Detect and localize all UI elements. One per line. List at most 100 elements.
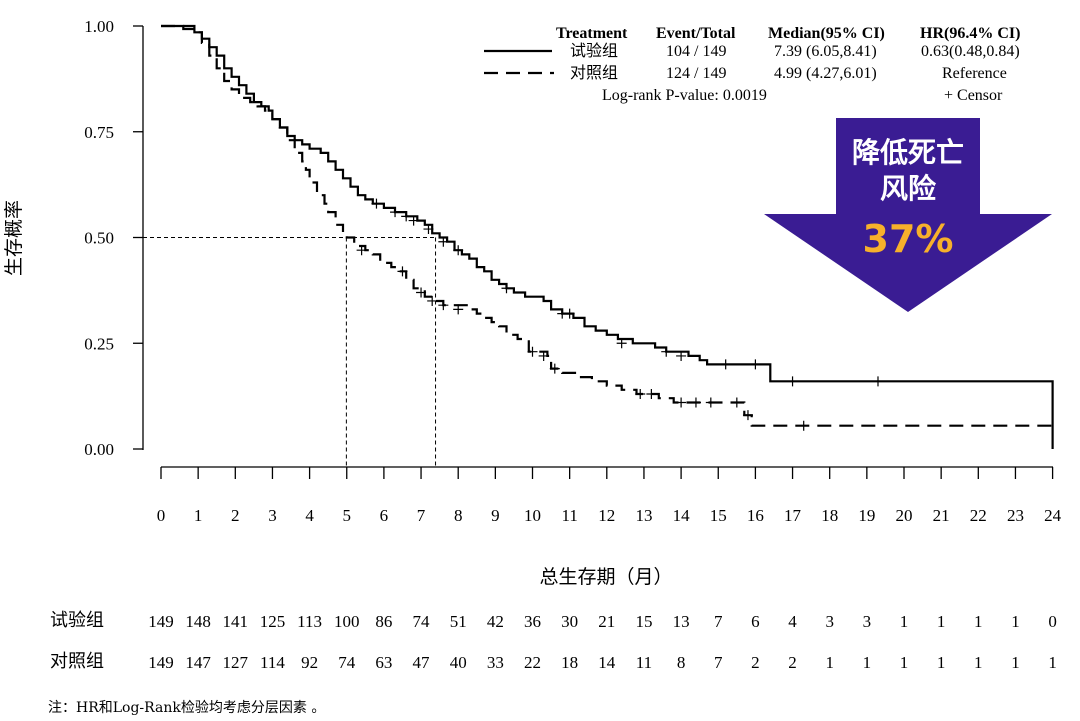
at-risk-value: 1 [1011, 653, 1020, 672]
at-risk-label-trial: 试验组 [50, 610, 104, 631]
at-risk-value: 1 [1048, 653, 1057, 672]
y-ticks: 0.00 0.25 0.50 0.75 1.00 [84, 17, 143, 459]
at-risk-value: 14 [598, 653, 616, 672]
censor-mark [635, 389, 646, 400]
censor-mark [356, 245, 367, 256]
x-tick-label: 19 [858, 506, 875, 525]
x-tick-label: 5 [343, 506, 352, 525]
legend-row1-median: 7.39 (6.05,8.41) [774, 43, 877, 60]
x-tick-label: 7 [417, 506, 426, 525]
at-risk-value: 1 [900, 612, 909, 631]
survival-curves [161, 24, 1054, 449]
at-risk-value: 149 [148, 612, 174, 631]
at-risk-value: 15 [635, 612, 652, 631]
at-risk-value: 4 [788, 612, 797, 631]
censor-mark [676, 350, 687, 361]
arrow-percent: 37% [863, 217, 954, 261]
at-risk-value: 0 [1048, 612, 1057, 631]
at-risk-value: 125 [260, 612, 286, 631]
x-tick-label: 16 [747, 506, 764, 525]
x-tick-label: 4 [305, 506, 314, 525]
x-tick-label: 18 [821, 506, 838, 525]
censor-mark [390, 207, 401, 218]
x-tick-label: 23 [1007, 506, 1024, 525]
x-tick-label: 3 [268, 506, 277, 525]
at-risk-value: 74 [338, 653, 356, 672]
at-risk-value: 47 [413, 653, 431, 672]
x-tick-label: 11 [561, 506, 577, 525]
censor-mark [427, 295, 438, 306]
censor-mark [731, 397, 742, 408]
at-risk-value: 1 [1011, 612, 1020, 631]
censor-mark [549, 363, 560, 374]
x-tick-label: 13 [635, 506, 652, 525]
x-tick-label: 20 [896, 506, 913, 525]
at-risk-value: 2 [751, 653, 760, 672]
x-tick-label: 17 [784, 506, 802, 525]
censor-mark [371, 198, 382, 209]
at-risk-value: 13 [673, 612, 690, 631]
at-risk-value: 7 [714, 612, 723, 631]
legend: Treatment Event/Total Median(95% CI) HR(… [484, 25, 1020, 104]
at-risk-value: 3 [825, 612, 834, 631]
survival-curve-control [161, 24, 1053, 427]
median-reference-lines [143, 237, 437, 467]
at-risk-value: 63 [375, 653, 392, 672]
arrow-text-line1: 降低死亡 [852, 136, 964, 169]
y-tick-label: 0.50 [84, 229, 114, 248]
y-tick-label: 0.25 [84, 334, 114, 353]
x-tick-label: 14 [673, 506, 691, 525]
at-risk-value: 1 [937, 653, 946, 672]
at-risk-value: 92 [301, 653, 318, 672]
at-risk-value: 2 [788, 653, 797, 672]
x-tick-label: 21 [933, 506, 950, 525]
y-tick-label: 0.75 [84, 123, 114, 142]
censor-mark [438, 300, 449, 311]
x-tick-label: 24 [1044, 506, 1062, 525]
censor-mark [564, 308, 575, 319]
censor-mark [705, 397, 716, 408]
at-risk-value: 51 [450, 612, 467, 631]
censor-mark [527, 346, 538, 357]
at-risk-value: 1 [937, 612, 946, 631]
x-tick-label: 0 [157, 506, 166, 525]
x-tick-label: 15 [710, 506, 727, 525]
at-risk-value: 1 [900, 653, 909, 672]
legend-logrank: Log-rank P-value: 0.0019 [602, 87, 767, 104]
at-risk-value: 40 [450, 653, 467, 672]
legend-row2-median: 4.99 (4.27,6.01) [774, 65, 877, 82]
at-risk-value: 1 [825, 653, 834, 672]
legend-row2-hr: Reference [942, 65, 1007, 82]
censor-mark [397, 266, 408, 277]
arrow-shape [764, 118, 1052, 312]
legend-row1-hr: 0.63(0.48,0.84) [921, 43, 1020, 60]
x-tick-label: 8 [454, 506, 463, 525]
at-risk-value: 149 [148, 653, 174, 672]
legend-header-event-total: Event/Total [656, 25, 736, 42]
at-risk-value: 3 [863, 612, 872, 631]
censor-mark [416, 287, 427, 298]
censor-mark [742, 410, 753, 421]
legend-row2-name: 对照组 [570, 64, 618, 82]
at-risk-value: 86 [375, 612, 392, 631]
censor-mark [438, 236, 449, 247]
censor-mark [616, 338, 627, 349]
at-risk-value: 42 [487, 612, 504, 631]
at-risk-value: 100 [334, 612, 360, 631]
censor-mark [538, 350, 549, 361]
at-risk-value: 1 [863, 653, 872, 672]
x-axis-title: 总生存期（月） [539, 566, 672, 588]
at-risk-value: 127 [223, 653, 249, 672]
censor-mark [501, 283, 512, 294]
censor-mark [690, 397, 701, 408]
risk-reduction-arrow: 降低死亡 风险 37% [764, 118, 1052, 312]
at-risk-value: 33 [487, 653, 504, 672]
x-tick-label: 2 [231, 506, 240, 525]
legend-row2-event-total: 124 / 149 [666, 65, 726, 82]
at-risk-value: 148 [185, 612, 211, 631]
arrow-text-line2: 风险 [880, 172, 937, 205]
legend-row1-name: 试验组 [570, 42, 618, 60]
at-risk-value: 18 [561, 653, 578, 672]
at-risk-label-control: 对照组 [50, 651, 104, 672]
